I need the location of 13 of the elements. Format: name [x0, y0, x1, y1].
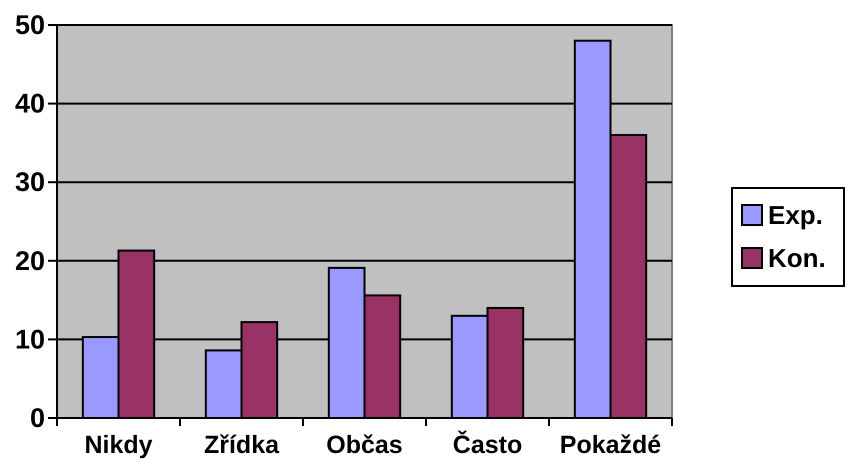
x-tick-label: Občas — [326, 431, 403, 459]
x-tick-label: Nikdy — [84, 431, 153, 459]
y-tick-label: 50 — [14, 10, 45, 40]
y-tick-label: 20 — [14, 246, 45, 276]
x-tick-label: Zřídka — [204, 431, 280, 459]
y-tick-label: 30 — [14, 167, 45, 198]
y-tick-label: 10 — [14, 324, 45, 354]
y-tick-label: 0 — [30, 403, 45, 433]
legend-label: Kon. — [768, 243, 826, 273]
x-tick-label: Pokaždé — [560, 431, 662, 459]
x-tick-label: Často — [452, 430, 522, 459]
y-tick-label: 40 — [14, 88, 45, 119]
legend-label: Exp. — [768, 200, 823, 230]
